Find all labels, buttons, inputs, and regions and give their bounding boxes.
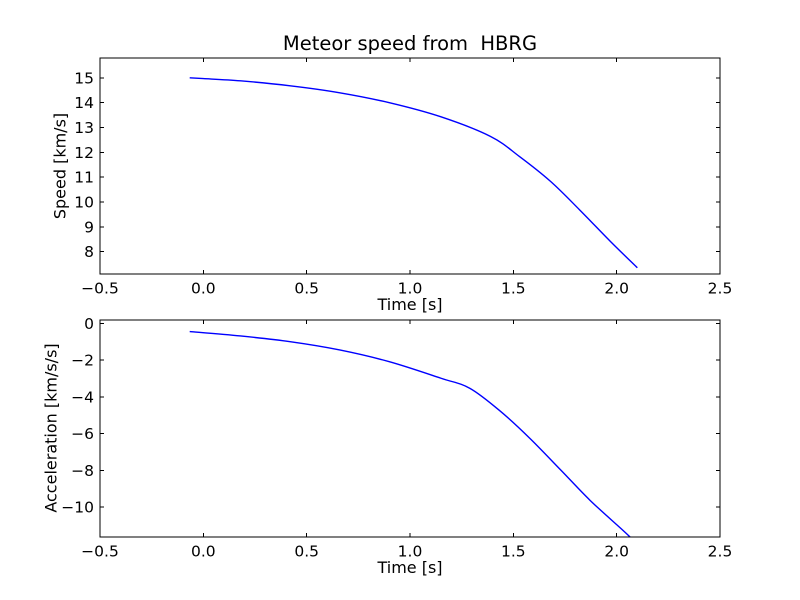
y-tick-label: −8 (71, 462, 94, 480)
y-tick-label: −6 (71, 425, 94, 443)
y-tick-label: 13 (74, 119, 94, 137)
x-tick-label: 1.5 (501, 543, 526, 561)
speed-plot-ylabel: Speed [km/s] (50, 112, 70, 220)
y-tick-label: 12 (74, 144, 94, 162)
y-tick-label: 15 (74, 69, 94, 87)
axes-frame (99, 57, 721, 275)
x-tick-label: 0.0 (191, 543, 216, 561)
y-tick-label: 10 (74, 194, 94, 212)
y-tick-label: −10 (61, 499, 94, 517)
x-tick-label: 1.5 (501, 280, 526, 298)
y-tick-label: −4 (71, 388, 94, 406)
axes-frame (99, 319, 721, 538)
page-title: Meteor speed from HBRG (282, 32, 538, 55)
x-tick-label: 0.0 (191, 280, 216, 298)
x-tick-label: 2.5 (708, 543, 733, 561)
x-tick-label: 0.5 (294, 543, 319, 561)
y-tick-label: −2 (71, 352, 94, 370)
y-tick-label: 0 (84, 315, 94, 333)
x-tick-label: 2.5 (708, 280, 733, 298)
speed-plot-xlabel: Time [s] (377, 295, 443, 314)
x-tick-label: 1.0 (398, 280, 423, 298)
y-tick-label: 8 (84, 243, 94, 261)
acceleration-plot-ylabel: Acceleration [km/s/s] (41, 343, 61, 513)
acceleration-plot-xlabel: Time [s] (377, 558, 443, 577)
y-tick-label: 11 (74, 169, 94, 187)
x-tick-label: 2.0 (604, 280, 629, 298)
meteor-speed-line (189, 77, 638, 269)
meteor-acceleration-line (189, 330, 631, 537)
x-tick-label: 2.0 (604, 543, 629, 561)
y-tick-label: 14 (74, 94, 94, 112)
x-tick-label: −0.5 (81, 543, 119, 561)
x-tick-label: −0.5 (81, 280, 119, 298)
x-tick-label: 0.5 (294, 280, 319, 298)
x-tick-label: 1.0 (398, 543, 423, 561)
y-tick-label: 9 (84, 218, 94, 236)
